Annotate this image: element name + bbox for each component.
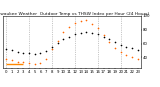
- Title: Milwaukee Weather  Outdoor Temp vs THSW Index per Hour (24 Hours): Milwaukee Weather Outdoor Temp vs THSW I…: [0, 12, 150, 16]
